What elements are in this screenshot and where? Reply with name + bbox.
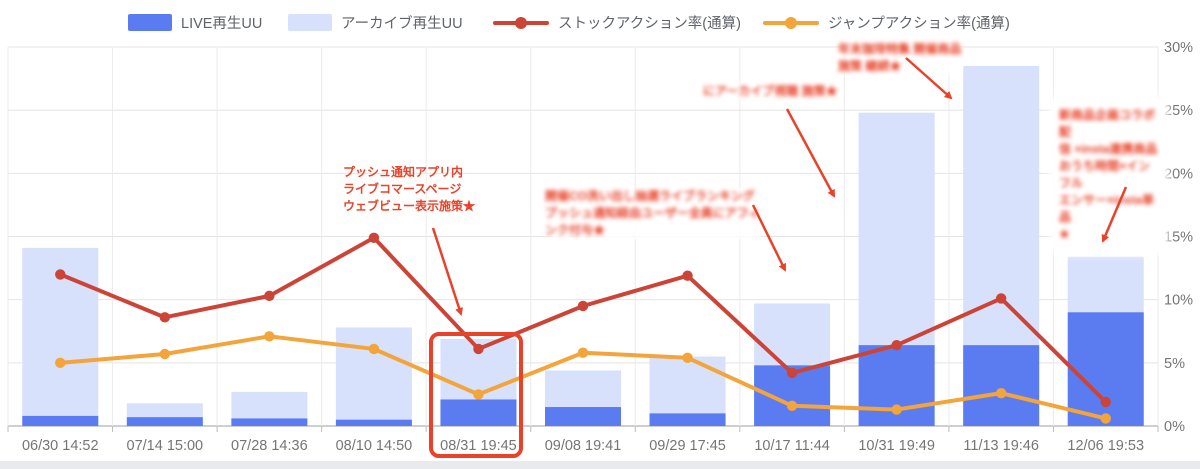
annotation-blurred-campaign: 年末珈琲特集 開催商品 施策 継続★ [838, 41, 962, 75]
y-axis-label: 10% [1164, 293, 1193, 309]
window-bottom-strip [0, 461, 1200, 469]
annotation-line: 新商品企画コラボ配 [1059, 108, 1156, 139]
live-bar [649, 413, 726, 426]
stock-rate-point [891, 339, 902, 351]
legend-item-jump-rate[interactable]: ジャンプアクション率(通算) [763, 12, 1010, 33]
annotation-push-webview: プッシュ通知アプリ内 ライブコマースページ ウェブビュー表示施策★ [343, 164, 475, 215]
jump-rate-point [1100, 413, 1111, 424]
annotation-line: 信 ×insta連携商品 [1059, 142, 1158, 156]
stock-rate-point [995, 293, 1007, 304]
jump-rate-point [473, 389, 484, 400]
x-axis-label: 10/17 11:44 [754, 438, 830, 454]
x-axis-label: 07/14 15:00 [127, 438, 204, 454]
legend-swatch-live-uu [128, 14, 172, 31]
annotation-line: おうち時間×インフル [1059, 159, 1151, 190]
annotation-blurred-archive: にアーカイブ視聴 施策★ [703, 83, 838, 100]
legend-item-live-uu[interactable]: LIVE再生UU [128, 12, 262, 33]
stock-rate-point [786, 367, 798, 379]
legend-line-sample-jump [763, 16, 819, 29]
stock-rate-point [264, 290, 275, 302]
legend-item-archive-uu[interactable]: アーカイブ再生UU [288, 12, 463, 33]
jump-rate-point [264, 331, 275, 342]
jump-rate-point [55, 357, 66, 369]
annotation-line: 開催CO洗い出し抽選ライブランキング [545, 189, 755, 203]
annotation-line: 施策 継続★ [838, 59, 902, 73]
x-axis-label: 10/31 19:49 [858, 438, 935, 454]
jump-rate-point [368, 343, 380, 355]
legend-line-sample-stock [493, 16, 549, 29]
y-axis-label: 5% [1164, 356, 1185, 372]
live-bar [126, 417, 203, 426]
y-axis-label: 0% [1164, 419, 1185, 435]
annotation-blurred-collab: 新商品企画コラボ配 信 ×insta連携商品 おうち時間×インフル エンサー×i… [1053, 99, 1165, 251]
stock-rate-point [577, 300, 589, 312]
x-axis-label: 06/30 14:52 [22, 438, 99, 454]
annotation-line: ウェブビュー表示施策★ [343, 199, 476, 213]
stock-rate-point [1100, 396, 1111, 408]
jump-rate-point [682, 352, 693, 363]
x-axis-label: 09/29 17:45 [649, 438, 726, 454]
live-bar [440, 399, 517, 426]
live-bar [1067, 312, 1144, 426]
y-axis-label: 30% [1164, 40, 1193, 56]
annotation-line: にアーカイブ視聴 施策★ [703, 84, 838, 98]
live-bar [545, 407, 621, 426]
x-axis-label: 12/06 19:53 [1067, 438, 1144, 454]
annotation-line: エンサー×insta単品 [1059, 193, 1155, 224]
jump-rate-point [995, 387, 1007, 399]
stock-rate-point [55, 269, 66, 280]
stock-rate-point [159, 312, 171, 323]
annotation-line: プッシュ通知アプリ内 [343, 165, 464, 179]
annotation-line: プッシュ通知経由ユーザー全員にアフィ [545, 206, 761, 220]
jump-rate-point [577, 347, 589, 358]
jump-rate-point [159, 348, 171, 360]
annotation-line: ライブコマースページ [343, 182, 462, 196]
annotation-blurred-ranking: 開催CO洗い出し抽選ライブランキング プッシュ通知経由ユーザー全員にアフィ ンク… [545, 188, 761, 239]
y-axis-label: 20% [1164, 166, 1193, 182]
live-bar [963, 345, 1040, 426]
annotation-line: ンク付与★ [545, 223, 606, 237]
y-axis-label: 25% [1164, 103, 1193, 119]
legend-swatch-archive-uu [288, 14, 332, 31]
x-axis-label: 07/28 14:36 [231, 438, 308, 454]
x-axis-label: 09/08 19:41 [545, 438, 622, 454]
x-axis-label: 08/10 14:50 [336, 438, 413, 454]
annotation-line: 年末珈琲特集 開催商品 [838, 42, 962, 56]
jump-rate-point [786, 400, 798, 411]
stock-rate-point [682, 270, 693, 281]
legend-label-archive-uu: アーカイブ再生UU [341, 16, 463, 32]
y-axis-label: 15% [1164, 230, 1193, 246]
live-bar [335, 419, 412, 426]
stock-rate-point [473, 343, 484, 355]
stock-rate-point [368, 232, 380, 243]
jump-rate-point [891, 404, 902, 415]
x-axis-label: 11/13 19:46 [963, 438, 1039, 454]
archive-bar [335, 327, 412, 426]
legend-label-jump-rate: ジャンプアクション率(通算) [828, 16, 1010, 32]
live-bar [22, 415, 99, 426]
live-bar [231, 418, 308, 426]
highlight-box-0831 [429, 332, 523, 458]
legend-label-live-uu: LIVE再生UU [181, 16, 263, 32]
legend-item-stock-rate[interactable]: ストックアクション率(通算) [493, 12, 741, 33]
legend-label-stock-rate: ストックアクション率(通算) [558, 16, 741, 32]
x-axis-label: 08/31 19:45 [440, 438, 517, 454]
annotation-line: ★ [1059, 227, 1070, 241]
